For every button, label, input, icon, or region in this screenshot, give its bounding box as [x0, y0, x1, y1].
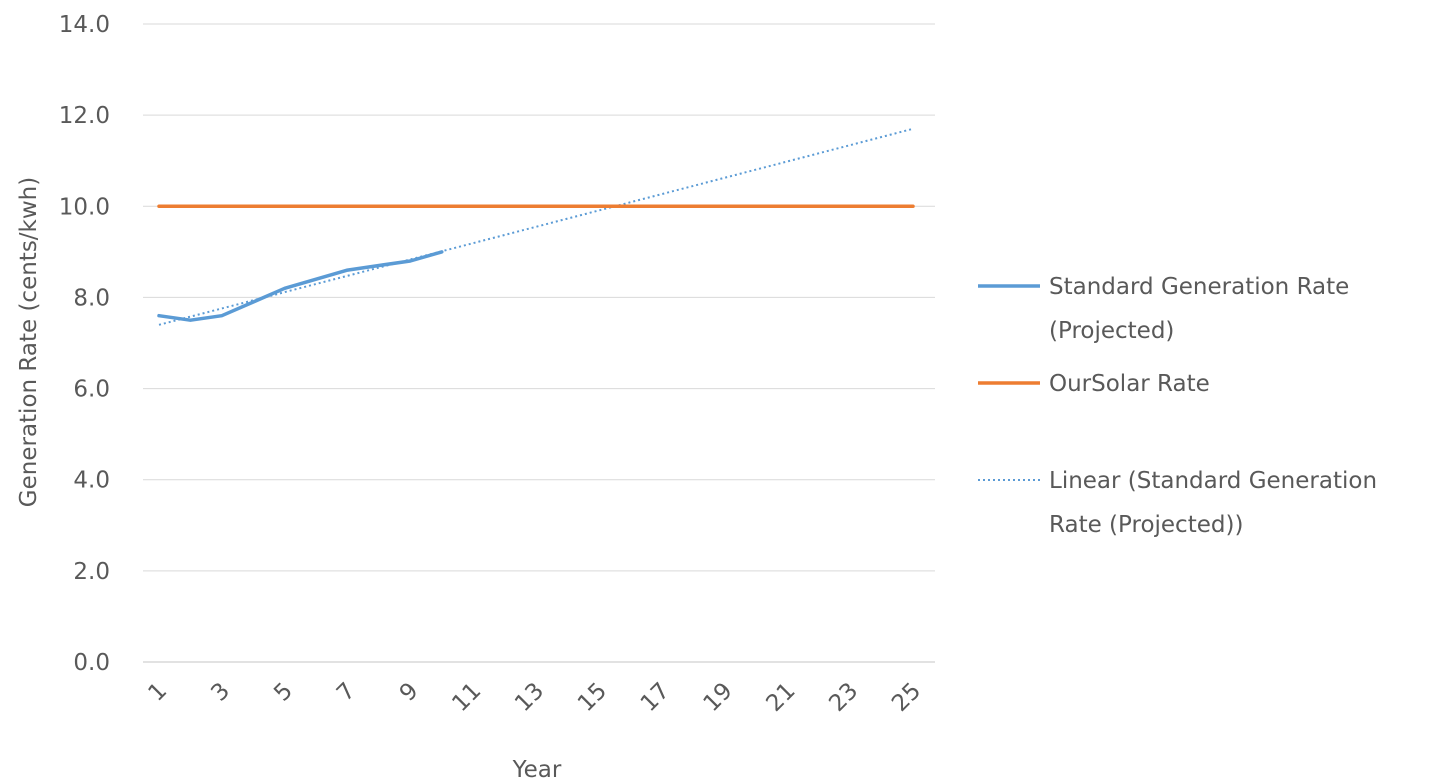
- y-tick-label: 6.0: [73, 377, 110, 403]
- x-tick-label: 25: [887, 678, 926, 717]
- x-axis-ticks: 1 3 5 7 9 11 13 15 17 19 21 23 25: [144, 678, 927, 717]
- y-axis-ticks: 0.0 2.0 4.0 6.0 8.0 10.0 12.0 14.0: [59, 12, 110, 676]
- legend-item: Linear (Standard Generation Rate (Project…: [978, 468, 1377, 538]
- y-tick-label: 8.0: [73, 285, 110, 311]
- legend-label: Linear (Standard Generation: [1049, 468, 1377, 494]
- x-tick-label: 13: [510, 678, 549, 717]
- legend-label: Standard Generation Rate: [1049, 274, 1349, 300]
- x-tick-label: 1: [144, 678, 173, 707]
- x-tick-label: 7: [332, 678, 361, 707]
- x-tick-label: 15: [573, 678, 612, 717]
- x-tick-label: 21: [761, 678, 800, 717]
- legend-label: Rate (Projected)): [1049, 512, 1243, 538]
- y-tick-label: 4.0: [73, 468, 110, 494]
- x-tick-label: 23: [824, 678, 863, 717]
- y-tick-label: 12.0: [59, 103, 110, 129]
- y-tick-label: 14.0: [59, 12, 110, 38]
- x-tick-label: 5: [269, 678, 298, 707]
- legend-item: OurSolar Rate: [978, 371, 1210, 397]
- series-line-standard-generation-rate: [157, 250, 444, 322]
- plot-area: [157, 127, 915, 326]
- legend-label: (Projected): [1049, 318, 1174, 344]
- legend: Standard Generation Rate (Projected) OurSo…: [978, 274, 1377, 538]
- legend-label: OurSolar Rate: [1049, 371, 1210, 397]
- legend-item: Standard Generation Rate (Projected): [978, 274, 1349, 344]
- y-tick-label: 0.0: [73, 650, 110, 676]
- y-tick-label: 2.0: [73, 559, 110, 585]
- x-tick-label: 9: [395, 678, 424, 707]
- x-tick-label: 11: [447, 678, 486, 717]
- x-axis-title: Year: [512, 757, 562, 779]
- y-axis-title: Generation Rate (cents/kwh): [16, 177, 42, 507]
- x-tick-label: 19: [699, 678, 738, 717]
- x-tick-label: 3: [206, 678, 235, 707]
- y-tick-label: 10.0: [59, 194, 110, 220]
- x-tick-label: 17: [636, 678, 675, 717]
